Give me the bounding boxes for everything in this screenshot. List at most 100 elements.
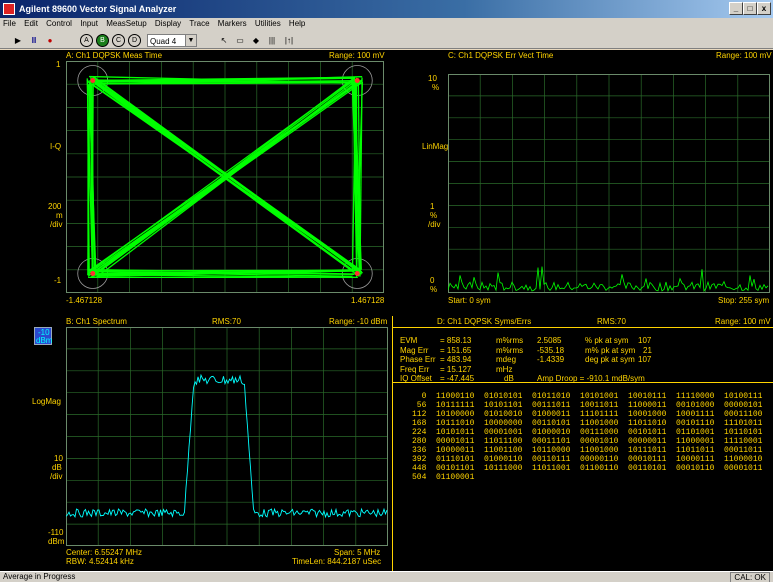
zoom-box-tool-icon[interactable]: ▭ bbox=[236, 36, 244, 45]
trace-c-y-scale-3: /div bbox=[428, 220, 441, 229]
trace-c-y-scale-2: % bbox=[430, 211, 438, 220]
trace-c-y-label: LinMag bbox=[422, 142, 449, 151]
layout-select[interactable]: Quad 4 ▼ bbox=[147, 34, 197, 47]
chevron-down-icon[interactable]: ▼ bbox=[185, 35, 196, 46]
trace-b-span: Span: 5 MHz bbox=[334, 548, 381, 557]
measurement-row: Mag Err = 151.65 m%rms -535.18 m% pk at … bbox=[400, 346, 770, 356]
menu-edit[interactable]: Edit bbox=[24, 19, 38, 28]
error-vector-trace bbox=[448, 266, 769, 293]
calibration-status: CAL: OK bbox=[730, 572, 770, 582]
symbol-row: 0 11000110 01010101 01011010 10101001 10… bbox=[412, 392, 763, 401]
meas-label: Phase Err bbox=[400, 355, 436, 364]
trace-c-y-bottom-unit: % bbox=[430, 285, 438, 294]
meas-peak-unit: m% pk at sym bbox=[585, 345, 636, 355]
trace-c-y-top: 10 bbox=[428, 74, 437, 83]
measurement-summary: EVM = 858.13 m%rms 2.5085 % pk at sym 10… bbox=[400, 336, 770, 384]
menu-display[interactable]: Display bbox=[154, 19, 182, 28]
status-bar: Average in Progress CAL: OK bbox=[0, 571, 773, 582]
trace-b-title: B: Ch1 Spectrum bbox=[66, 317, 127, 326]
pointer-tool-icon[interactable]: ↖ bbox=[220, 36, 228, 45]
symbol-table: 0 11000110 01010101 01011010 10101001 10… bbox=[412, 392, 762, 482]
trace-b-rbw: RBW: 4.52414 kHz bbox=[66, 557, 134, 566]
symbol-row: 112 10100000 01010010 01000011 11101111 … bbox=[412, 410, 763, 419]
error-vector-grid bbox=[448, 74, 770, 293]
symbol-point bbox=[90, 270, 96, 276]
menu-markers[interactable]: Markers bbox=[217, 19, 247, 28]
trace-d-panel[interactable]: D: Ch1 DQPSK Syms/Errs RMS:70 Range: 100… bbox=[392, 316, 773, 571]
symbol-point bbox=[354, 78, 360, 84]
trace-a-panel[interactable]: A: Ch1 DQPSK Meas Time Range: 100 mV 1 I… bbox=[0, 50, 386, 312]
measurement-row: EVM = 858.13 m%rms 2.5085 % pk at sym 10… bbox=[400, 336, 770, 346]
bands-tool-icon[interactable]: ||| bbox=[268, 36, 276, 45]
symbol-row: 392 01110101 01000110 00110111 00000110 … bbox=[412, 455, 763, 464]
menu-meassetup[interactable]: MeasSetup bbox=[106, 19, 147, 28]
trace-d-title: D: Ch1 DQPSK Syms/Errs bbox=[437, 317, 532, 326]
symbol-row: 56 10111111 10101101 00111011 10011011 1… bbox=[412, 401, 763, 410]
trace-b-button[interactable]: B bbox=[96, 34, 109, 47]
trace-d-rms: RMS:70 bbox=[597, 317, 626, 326]
trace-a-y-bottom: -1 bbox=[54, 276, 62, 285]
trace-c-panel[interactable]: C: Ch1 DQPSK Err Vect Time Range: 100 mV… bbox=[386, 50, 773, 312]
play-button[interactable]: ▶ bbox=[14, 36, 22, 45]
meas-peak-value: -1.4339 bbox=[537, 355, 565, 364]
meas-peak-symbol: 107 bbox=[638, 336, 652, 345]
trace-b-y-top: -10 bbox=[38, 328, 50, 337]
meas-peak-value: 2.5085 bbox=[537, 336, 562, 345]
maximize-button[interactable]: □ bbox=[743, 2, 757, 15]
trace-a-y-label: I-Q bbox=[50, 142, 62, 151]
meas-label: Freq Err bbox=[400, 364, 430, 374]
app-icon[interactable] bbox=[3, 3, 15, 15]
close-button[interactable]: x bbox=[757, 2, 771, 15]
title-bar: Agilent 89600 Vector Signal Analyzer _ □… bbox=[0, 0, 773, 18]
constellation-plot bbox=[66, 61, 384, 293]
symbol-transition bbox=[359, 77, 363, 273]
meas-value: = 858.13 bbox=[440, 336, 472, 345]
minimize-button[interactable]: _ bbox=[729, 2, 743, 15]
meas-label: IQ Offset bbox=[400, 374, 432, 383]
constellation-trace bbox=[77, 65, 373, 289]
trace-d-button[interactable]: D bbox=[128, 34, 141, 47]
trace-b-rms: RMS:70 bbox=[212, 317, 241, 326]
trace-b-y-bottom: -110 bbox=[48, 528, 64, 537]
pause-button[interactable]: II bbox=[31, 36, 37, 45]
meas-value: = -47.445 bbox=[440, 374, 475, 383]
reference-level-marker[interactable]: -10 dBm bbox=[34, 327, 52, 345]
menu-file[interactable]: File bbox=[3, 19, 16, 28]
menu-bar: File Edit Control Input MeasSetup Displa… bbox=[0, 18, 773, 32]
trace-c-y-top-unit: % bbox=[432, 83, 440, 92]
symbol-row: 504 01100001 bbox=[412, 473, 475, 482]
symbol-transition bbox=[96, 270, 358, 278]
trace-a-y-scale-2: m bbox=[56, 211, 63, 220]
symbol-row: 224 10101011 00001001 01000010 00111000 … bbox=[412, 428, 763, 437]
trace-a-button[interactable]: A bbox=[80, 34, 93, 47]
peak-tool-icon[interactable]: |↑| bbox=[284, 36, 294, 45]
measurement-row: Phase Err = 483.94 mdeg -1.4339 deg pk a… bbox=[400, 355, 770, 365]
symbol-transition bbox=[94, 82, 360, 277]
menu-help[interactable]: Help bbox=[288, 19, 306, 28]
amp-droop: Amp Droop = -910.1 mdB/sym bbox=[537, 374, 645, 383]
symbol-row: 168 10111010 10000000 00110101 11001000 … bbox=[412, 419, 763, 428]
menu-utilities[interactable]: Utilities bbox=[254, 19, 281, 28]
trace-c-button[interactable]: C bbox=[112, 34, 125, 47]
trace-c-stop: Stop: 255 sym bbox=[718, 296, 770, 305]
meas-peak-unit: deg pk at sym bbox=[585, 355, 635, 364]
trace-b-panel[interactable]: B: Ch1 Spectrum RMS:70 Range: -10 dBm -1… bbox=[0, 316, 392, 571]
menu-input[interactable]: Input bbox=[80, 19, 98, 28]
trace-b-y-top-unit: dBm bbox=[36, 336, 53, 345]
meas-unit: m%rms bbox=[496, 336, 524, 345]
spectrum-trace bbox=[66, 373, 388, 519]
trace-b-center: Center: 6.55247 MHz bbox=[66, 548, 143, 557]
meas-unit: m%rms bbox=[496, 345, 524, 355]
trace-d-divider-mid bbox=[393, 382, 773, 383]
record-button[interactable]: ● bbox=[47, 36, 53, 45]
trace-b-y-label: LogMag bbox=[32, 397, 61, 406]
menu-control[interactable]: Control bbox=[46, 19, 72, 28]
trace-b-timelen: TimeLen: 844.2187 uSec bbox=[292, 557, 382, 566]
trace-c-y-bottom: 0 bbox=[430, 276, 435, 285]
symbol-transition bbox=[86, 79, 90, 276]
marker-tool-icon[interactable]: ◆ bbox=[252, 36, 260, 45]
meas-unit: mdeg bbox=[496, 355, 517, 364]
symbol-point bbox=[90, 78, 96, 84]
menu-trace[interactable]: Trace bbox=[189, 19, 210, 28]
spectrum-plot bbox=[66, 327, 388, 546]
